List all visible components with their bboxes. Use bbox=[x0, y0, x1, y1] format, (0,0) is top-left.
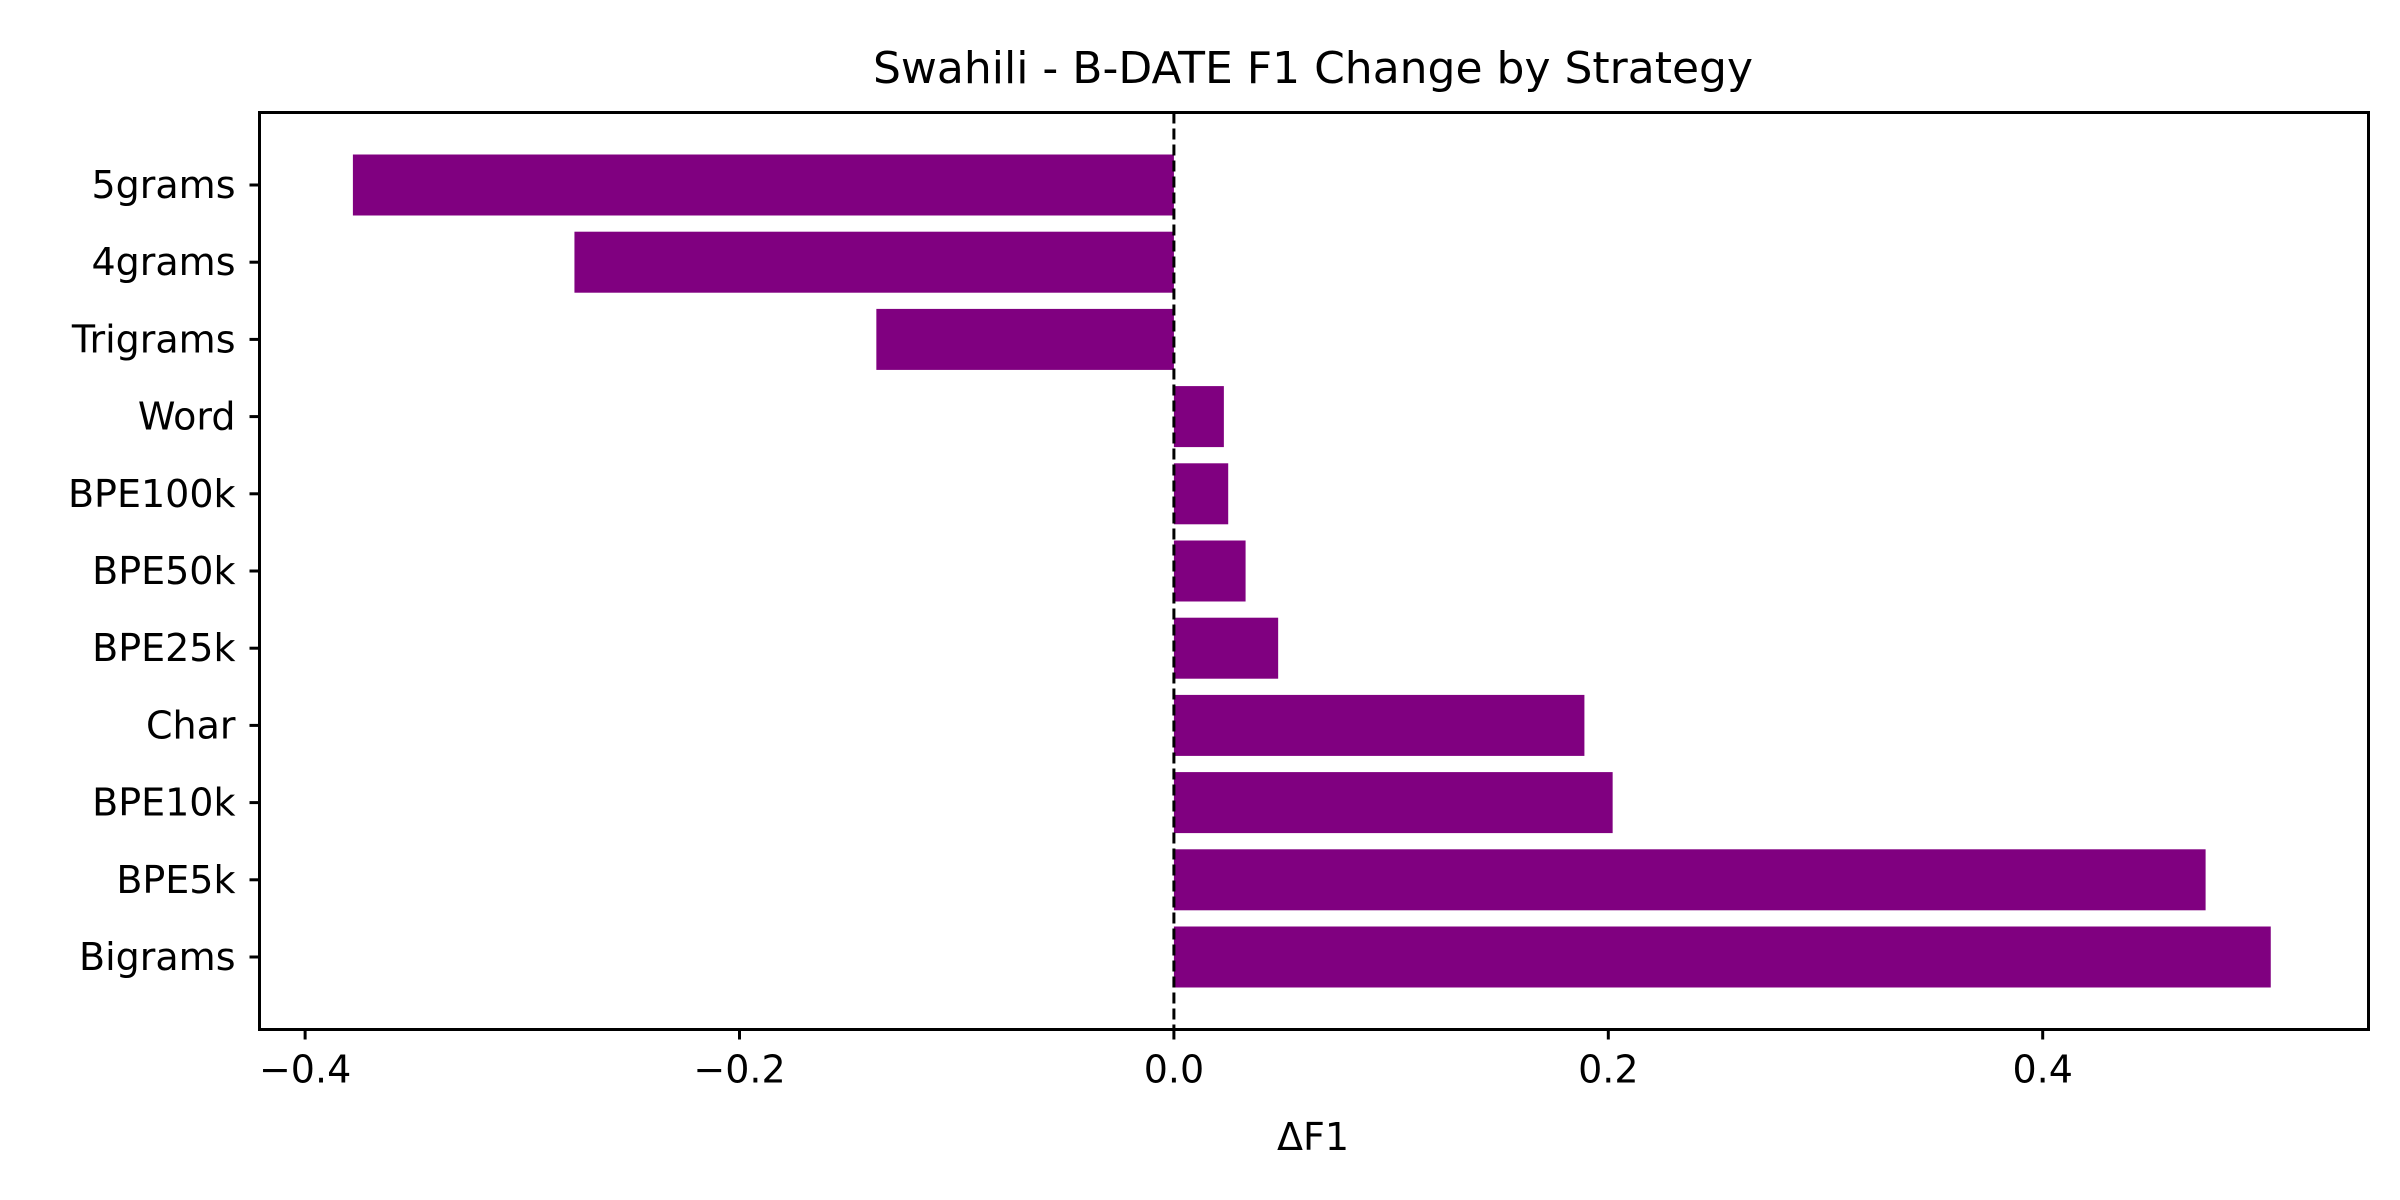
x-tick-label: 0.2 bbox=[1578, 1048, 1638, 1092]
bar-trigrams bbox=[876, 308, 1174, 370]
x-axis-label: ΔF1 bbox=[1277, 1115, 1349, 1159]
x-tick-label: 0.4 bbox=[2012, 1048, 2072, 1092]
x-axis: −0.4 −0.2 0.0 0.2 0.4 bbox=[259, 1029, 2073, 1092]
bar-bpe10k bbox=[1173, 772, 1613, 834]
bar-bpe100k bbox=[1173, 463, 1229, 525]
bars bbox=[352, 154, 2271, 988]
y-tick-label: Char bbox=[146, 703, 236, 747]
y-tick-label: BPE5k bbox=[116, 858, 235, 902]
y-tick-label: BPE25k bbox=[92, 626, 235, 670]
x-tick-label: −0.4 bbox=[259, 1048, 351, 1092]
y-tick-label: BPE50k bbox=[92, 549, 235, 593]
y-tick-label: 4grams bbox=[91, 240, 235, 284]
bar-5grams bbox=[352, 154, 1174, 216]
bar-bigrams bbox=[1173, 926, 2271, 988]
x-tick-label: −0.2 bbox=[693, 1048, 785, 1092]
x-tick-label: 0.0 bbox=[1144, 1048, 1204, 1092]
y-tick-label: Trigrams bbox=[71, 317, 236, 361]
bar-char bbox=[1173, 694, 1585, 756]
bar-4grams bbox=[574, 231, 1174, 293]
y-tick-label: Word bbox=[138, 395, 236, 439]
bar-word bbox=[1173, 386, 1224, 448]
bar-bpe50k bbox=[1173, 540, 1246, 602]
bar-bpe25k bbox=[1173, 617, 1279, 679]
y-tick-label: BPE100k bbox=[68, 472, 236, 516]
bar-bpe5k bbox=[1173, 849, 2206, 911]
y-axis: 5grams 4grams Trigrams Word BPE100k BPE50k BPE… bbox=[68, 163, 260, 979]
y-tick-label: BPE10k bbox=[92, 781, 235, 825]
y-tick-label: Bigrams bbox=[79, 935, 235, 979]
y-tick-label: 5grams bbox=[91, 163, 235, 207]
chart-title: Swahili - B-DATE F1 Change by Strategy bbox=[873, 43, 1753, 94]
